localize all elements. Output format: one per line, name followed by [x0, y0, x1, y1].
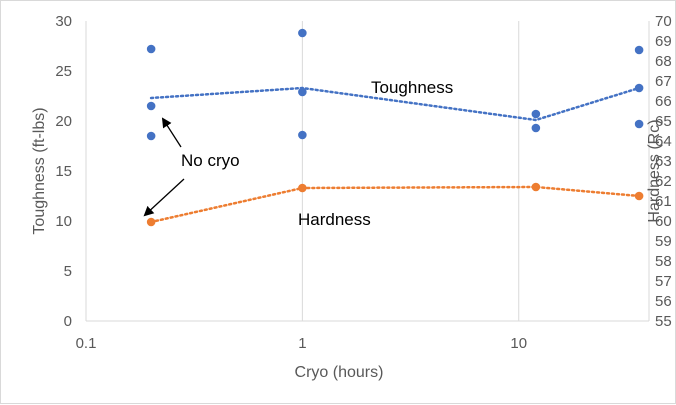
y-tick-label: 0	[64, 313, 72, 330]
y2-tick-label: 56	[655, 293, 672, 310]
annotation-arrow-hardness	[143, 178, 185, 217]
data-point-hardness	[298, 183, 307, 193]
x-tick-label: 0.1	[76, 335, 97, 352]
y2-tick-label: 64	[655, 133, 672, 150]
data-point-toughness	[531, 109, 541, 119]
data-point-toughness	[298, 130, 307, 140]
y2-tick-label: 60	[655, 213, 672, 230]
trendline-hardness	[149, 185, 641, 224]
y2-tick-label: 61	[655, 193, 672, 210]
annotation-arrow-toughness	[161, 117, 182, 148]
y2-tick-label: 57	[655, 273, 672, 290]
series-layer	[146, 28, 644, 227]
y2-tick-label: 68	[655, 53, 672, 70]
y2-tick-label: 55	[655, 313, 672, 330]
trendline-toughness	[149, 86, 641, 122]
y2-tick-label: 69	[655, 33, 672, 50]
data-point-toughness	[298, 28, 307, 38]
data-point-toughness	[634, 83, 644, 93]
y2-tick-label: 66	[655, 93, 672, 110]
data-point-hardness	[531, 182, 541, 192]
y-tick-label: 10	[55, 213, 72, 230]
y2-axis-title: Hardness (Rc)	[646, 119, 663, 222]
data-point-hardness	[146, 217, 156, 227]
y2-tick-label: 63	[655, 153, 672, 170]
annotation-no-cryo: No cryo	[181, 151, 240, 170]
y2-tick-label: 70	[655, 13, 672, 30]
series-label-hardness: Hardness	[298, 210, 371, 229]
y2-tick-label: 62	[655, 173, 672, 190]
x-axis-title: Cryo (hours)	[295, 364, 384, 381]
grid-layer	[85, 21, 650, 321]
data-point-toughness	[634, 119, 644, 129]
y2-tick-label: 59	[655, 233, 672, 250]
data-point-toughness	[531, 123, 541, 133]
data-point-toughness	[634, 45, 644, 55]
y-tick-label: 30	[55, 13, 72, 30]
series-label-toughness: Toughness	[371, 78, 453, 97]
data-point-toughness	[146, 101, 156, 111]
y2-tick-label: 65	[655, 113, 672, 130]
y-tick-label: 25	[55, 63, 72, 80]
y-tick-label: 20	[55, 113, 72, 130]
data-point-toughness	[298, 87, 307, 97]
x-tick-label: 10	[510, 335, 527, 352]
y-tick-label: 15	[55, 163, 72, 180]
y-tick-label: 5	[64, 263, 72, 280]
data-point-toughness	[146, 44, 156, 54]
y2-tick-label: 58	[655, 253, 672, 270]
y-axis-title: Toughness (ft-lbs)	[31, 107, 48, 234]
data-point-hardness	[634, 191, 644, 201]
y2-tick-label: 67	[655, 73, 672, 90]
x-tick-label: 1	[298, 335, 306, 352]
data-point-toughness	[146, 131, 156, 141]
axis-layer: 0.1 1 10 0 5 10 15 20 25 30 55 56 57 58 59 60 61 62 63 64 65…	[55, 13, 671, 352]
